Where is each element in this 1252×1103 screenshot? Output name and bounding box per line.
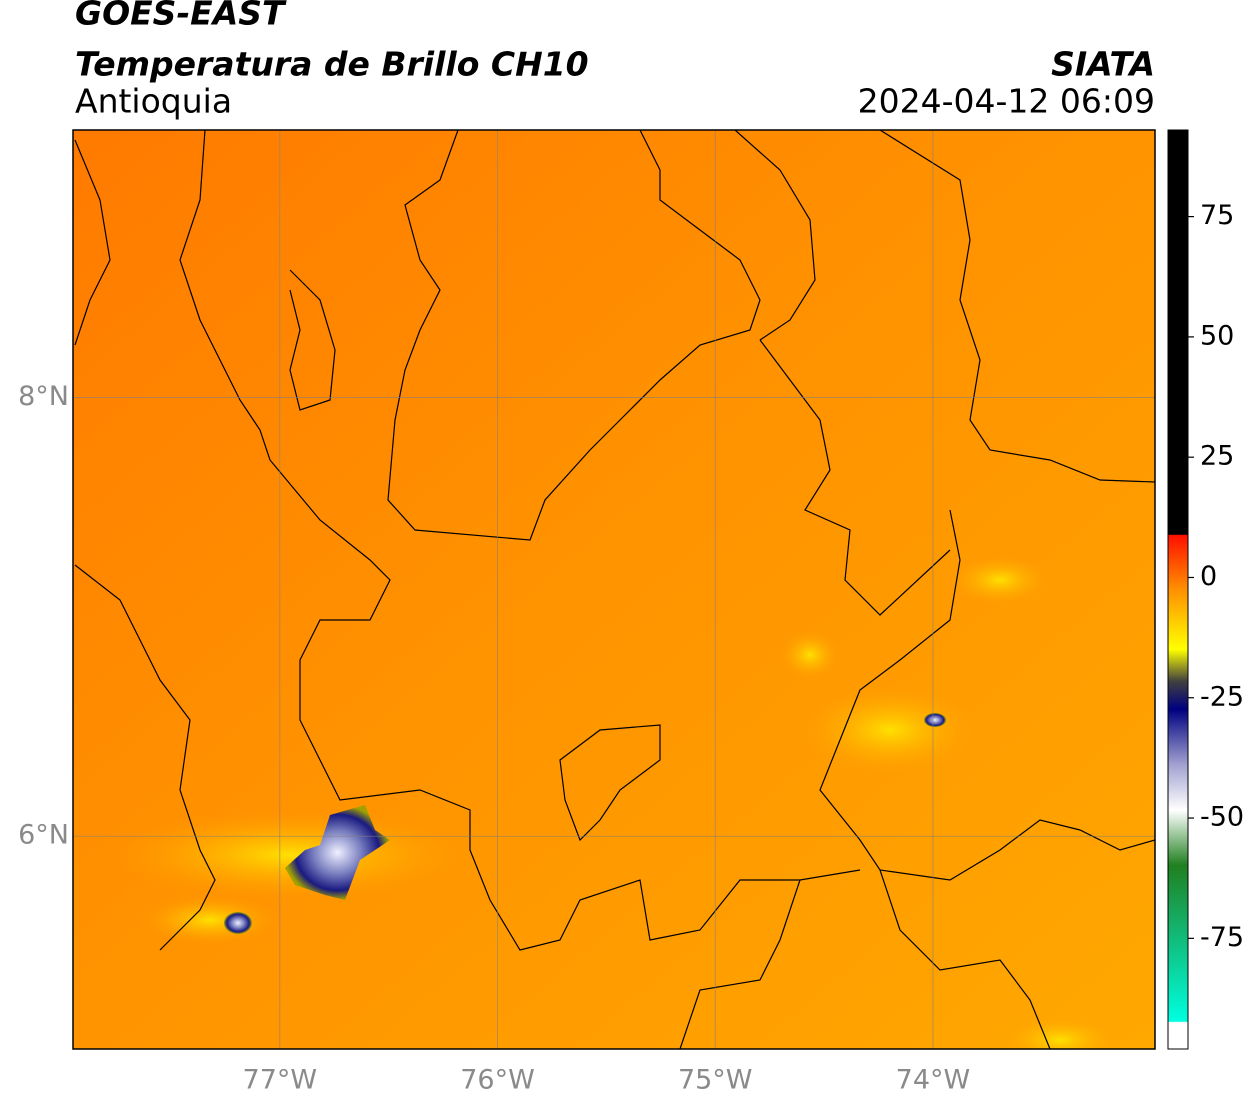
- warm-cloud: [110, 810, 470, 900]
- source: SIATA: [1051, 45, 1155, 84]
- cold-cloud: [224, 912, 252, 934]
- colorbar-tick-label: -50: [1200, 802, 1244, 833]
- colorbar-tick-label: 75: [1200, 200, 1234, 231]
- border: [879, 130, 1155, 483]
- x-tick-label: 74°W: [896, 1065, 971, 1096]
- colorbar-tick-label: 25: [1200, 441, 1234, 472]
- border: [734, 130, 816, 341]
- colorbar-tick-label: 50: [1200, 320, 1234, 351]
- cold-cloud: [924, 713, 946, 727]
- border: [559, 724, 661, 842]
- colorbar: [1167, 129, 1189, 1050]
- x-tick-label: 77°W: [243, 1065, 318, 1096]
- x-tick-label: 75°W: [678, 1065, 753, 1096]
- border: [679, 869, 1051, 1049]
- title: GOES-EAST: [75, 0, 287, 33]
- border: [179, 130, 861, 951]
- colorbar-tick-label: 0: [1200, 561, 1217, 592]
- colorbar-tick-label: -75: [1200, 922, 1244, 953]
- warm-cloud: [950, 555, 1050, 605]
- border: [74, 139, 216, 951]
- warm-cloud: [800, 685, 980, 775]
- y-tick-label: 8°N: [18, 381, 69, 412]
- y-tick-label: 6°N: [18, 820, 69, 851]
- warm-cloud: [140, 895, 280, 945]
- border: [387, 130, 761, 541]
- subtitle: Temperatura de Brillo CH10: [75, 45, 589, 84]
- grid: [73, 130, 1155, 1049]
- colorbar-tick-label: -25: [1200, 681, 1244, 712]
- datetime: 2024-04-12 06:09: [858, 82, 1155, 121]
- cold-cloud: [285, 805, 390, 900]
- x-tick-label: 76°W: [460, 1065, 535, 1096]
- warm-cloud: [1000, 1015, 1120, 1049]
- region: Antioquia: [75, 82, 232, 121]
- map-frame: [72, 129, 1156, 1050]
- warm-cloud: [780, 630, 840, 680]
- border: [759, 339, 951, 616]
- map-area: [73, 130, 1155, 1049]
- border: [289, 269, 336, 411]
